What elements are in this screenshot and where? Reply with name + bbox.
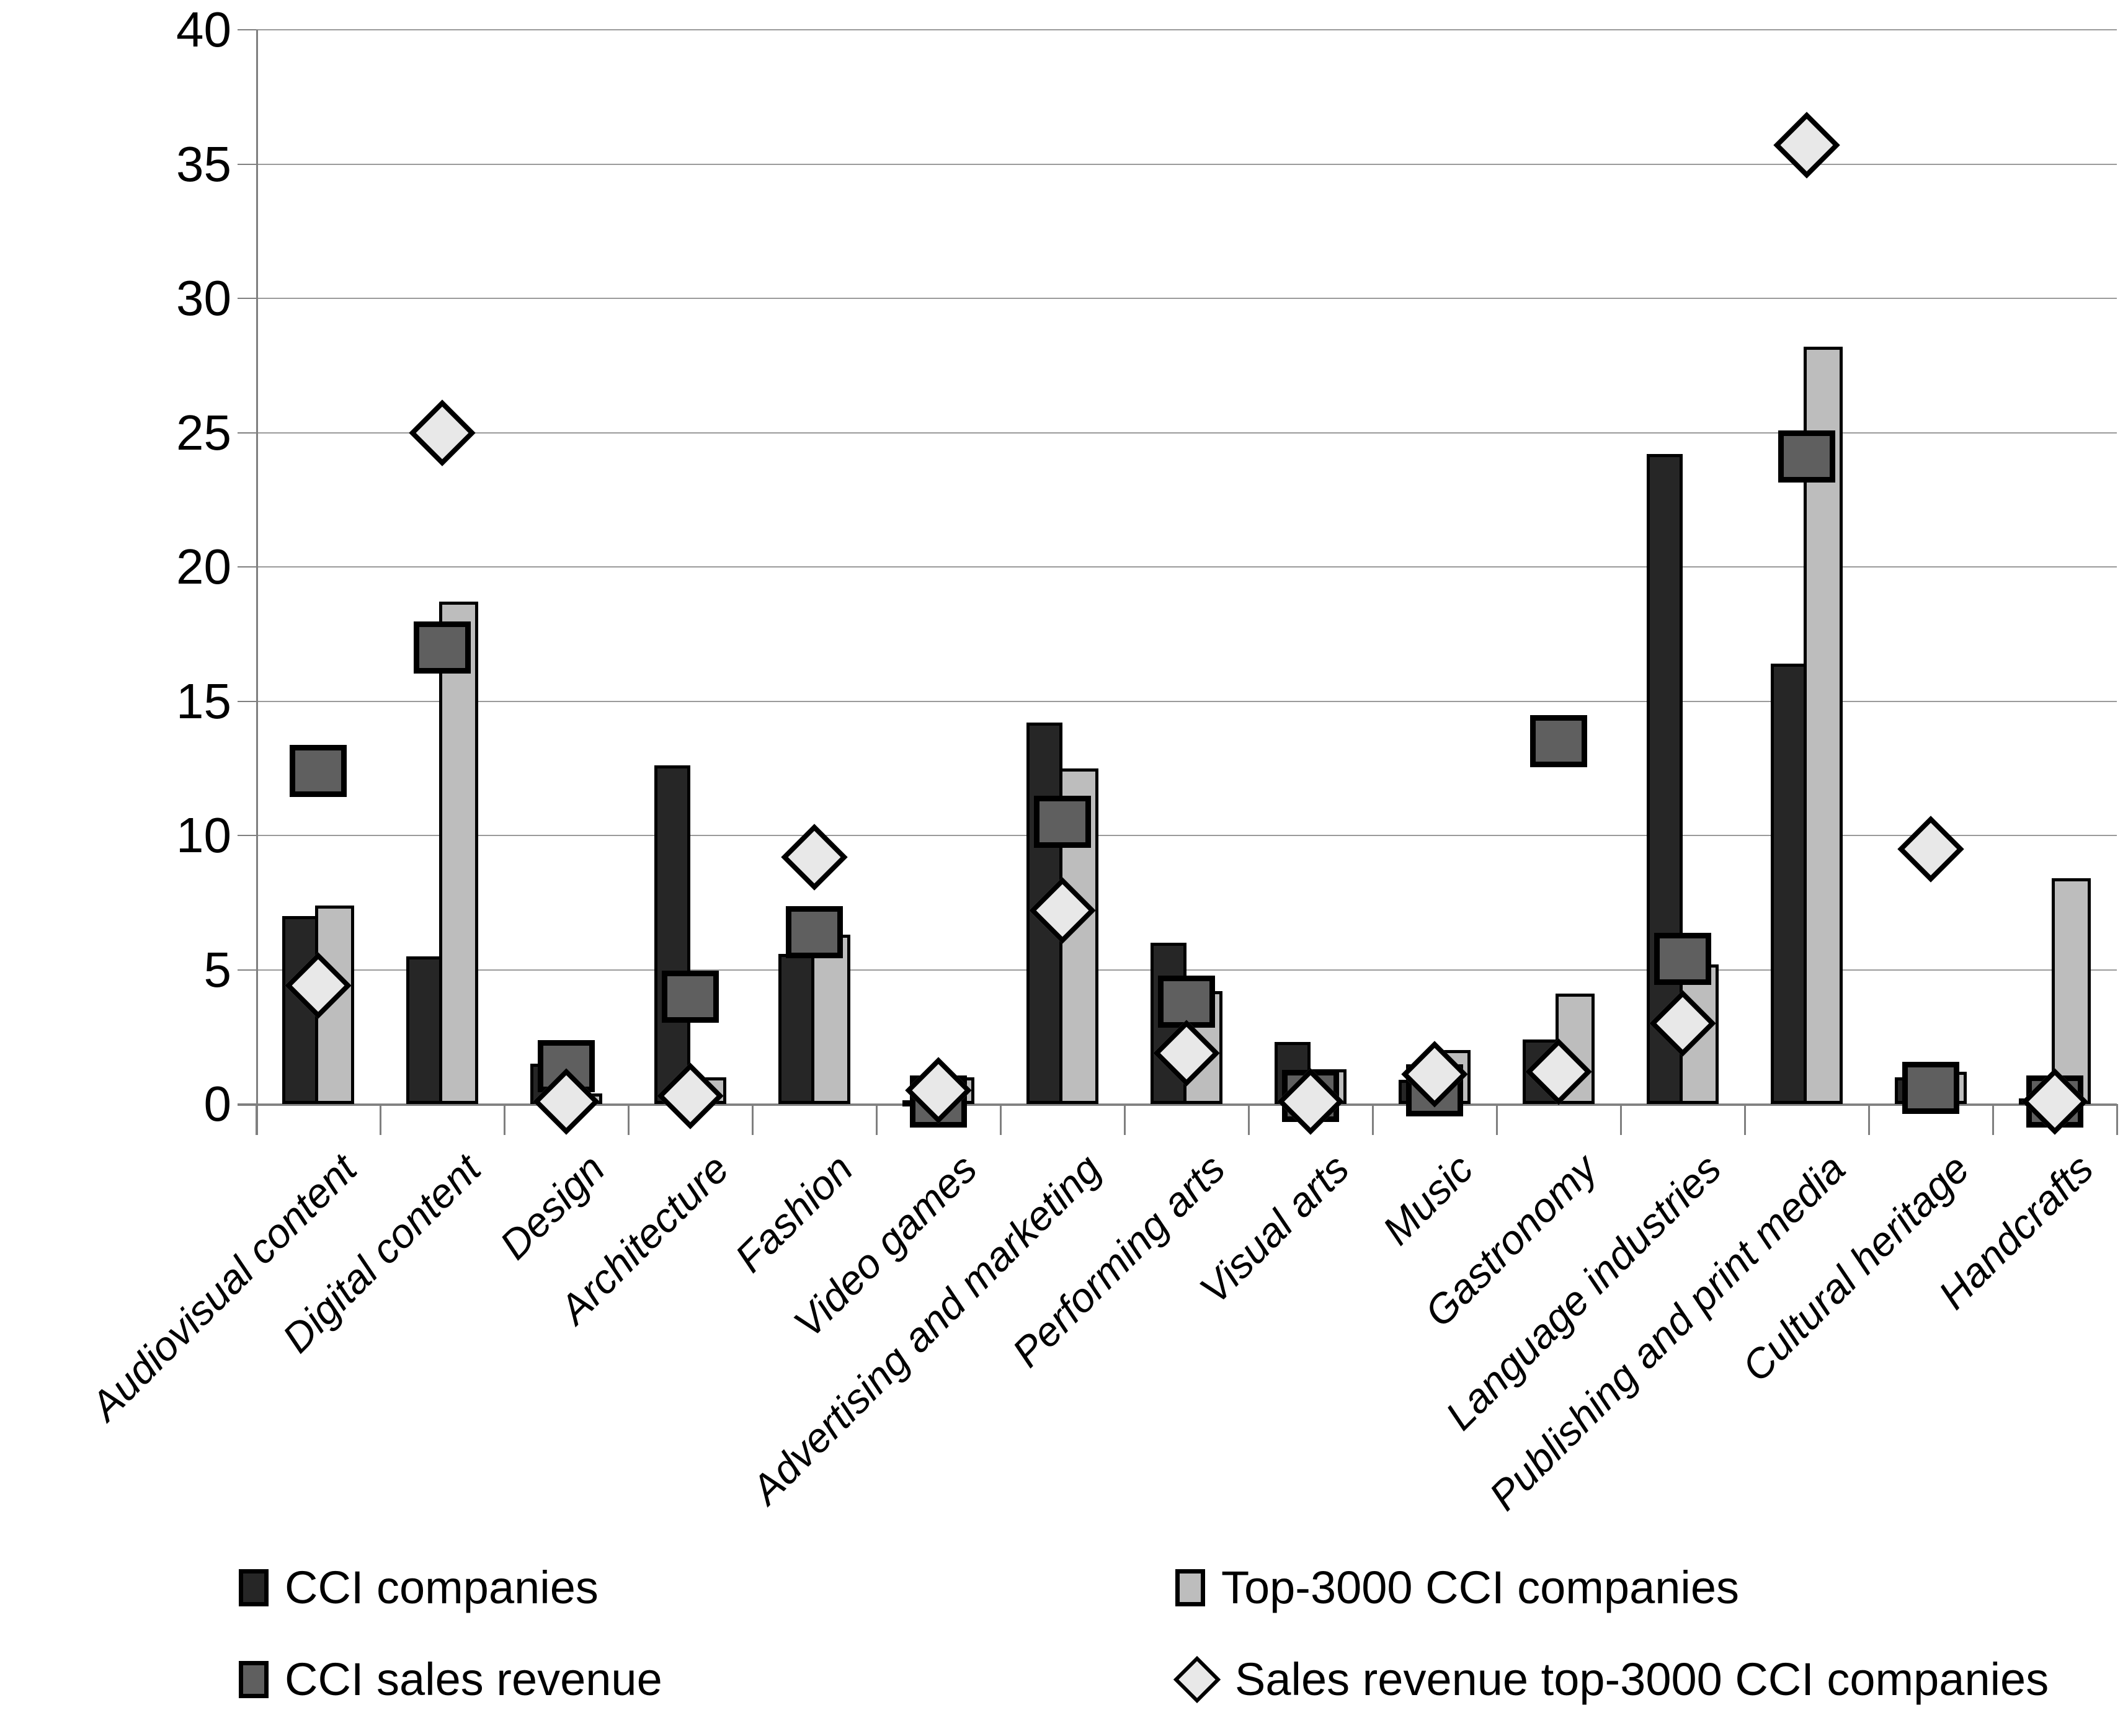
x-axis-tick (1744, 1104, 1746, 1135)
y-axis-tick-label: 5 (203, 941, 232, 997)
legend-item-sales-revenue-top3000: Sales revenue top-3000 CCI companies (1173, 1654, 2049, 1705)
y-axis-tick (238, 566, 256, 568)
y-axis-tick (238, 700, 256, 702)
marker-square-cci-sales-revenue (1654, 933, 1711, 986)
gridline-y10 (256, 835, 2117, 836)
x-axis-tick (256, 1104, 257, 1135)
y-axis-tick-label: 25 (176, 404, 231, 460)
legend-swatch-cci-companies (239, 1569, 269, 1606)
marker-square-cci-sales-revenue (414, 621, 471, 674)
x-axis-tick (876, 1104, 878, 1135)
y-axis-tick (238, 298, 256, 299)
bar-cci-companies (1771, 663, 1807, 1104)
x-axis-tick (1868, 1104, 1870, 1135)
marker-square-cci-sales-revenue (290, 745, 347, 798)
legend-label: CCI sales revenue (285, 1654, 662, 1705)
marker-square-cci-sales-revenue (1530, 715, 1587, 768)
y-axis-tick (238, 29, 256, 30)
gridline-y20 (256, 566, 2117, 568)
x-axis-tick (1124, 1104, 1126, 1135)
y-axis-tick-label: 0 (203, 1076, 232, 1131)
bar-cci-companies (282, 915, 318, 1104)
y-axis-tick (238, 163, 256, 165)
legend-item-cci-sales-revenue: CCI sales revenue (239, 1655, 662, 1704)
y-axis-tick-label: 10 (176, 808, 231, 863)
y-axis-tick (238, 969, 256, 971)
legend-item-top3000-cci-companies: Top-3000 CCI companies (1175, 1563, 1739, 1613)
y-axis-tick-label: 40 (176, 2, 231, 57)
x-axis-tick (504, 1104, 505, 1135)
x-axis-tick (1992, 1104, 1994, 1135)
marker-diamond-sales-revenue-top3000 (781, 823, 848, 891)
legend-swatch-cci-sales-revenue (239, 1661, 269, 1698)
gridline-y25 (256, 432, 2117, 434)
bar-top3000-cci-companies (439, 602, 478, 1104)
x-axis-tick (380, 1104, 381, 1135)
legend-swatch-top3000-cci-companies (1175, 1569, 1205, 1606)
bar-cci-companies (778, 953, 814, 1104)
x-axis-tick (2116, 1104, 2118, 1135)
marker-diamond-sales-revenue-top3000 (409, 399, 476, 466)
y-axis-line (256, 30, 258, 1135)
y-axis-tick (238, 835, 256, 836)
legend-item-cci-companies: CCI companies (239, 1563, 599, 1613)
bar-cci-companies (654, 765, 690, 1104)
marker-square-cci-sales-revenue (786, 906, 843, 958)
y-axis-tick-label: 35 (176, 136, 231, 192)
gridline-y35 (256, 163, 2117, 165)
bar-top3000-cci-companies (811, 935, 850, 1104)
y-axis-tick-label: 20 (176, 539, 231, 594)
bar-top3000-cci-companies (2052, 878, 2091, 1104)
y-axis-tick-label: 30 (176, 270, 231, 326)
y-axis-tick-label: 15 (176, 673, 231, 729)
legend-label: Sales revenue top-3000 CCI companies (1235, 1654, 2049, 1705)
x-axis-tick (1496, 1104, 1498, 1135)
y-axis-tick (238, 432, 256, 434)
bar-cci-companies (406, 956, 442, 1104)
legend-label: Top-3000 CCI companies (1221, 1562, 1739, 1613)
legend-label: CCI companies (285, 1562, 599, 1613)
marker-square-cci-sales-revenue (1778, 430, 1835, 483)
marker-square-cci-sales-revenue (1902, 1062, 1959, 1115)
gridline-y15 (256, 700, 2117, 702)
marker-diamond-sales-revenue-top3000 (1773, 112, 1840, 179)
x-axis-tick (1248, 1104, 1250, 1135)
marker-diamond-sales-revenue-top3000 (1897, 815, 1964, 883)
marker-square-cci-sales-revenue (1034, 796, 1091, 848)
x-axis-tick (1620, 1104, 1622, 1135)
x-axis-tick (628, 1104, 630, 1135)
gridline-y40 (256, 29, 2117, 30)
x-axis-line (238, 1104, 2117, 1106)
legend-swatch-diamond-icon (1173, 1655, 1221, 1704)
marker-square-cci-sales-revenue (662, 970, 719, 1023)
gridline-y30 (256, 298, 2117, 299)
x-axis-tick (1372, 1104, 1374, 1135)
x-axis-tick (752, 1104, 754, 1135)
gridline-y5 (256, 969, 2117, 971)
x-axis-tick (1000, 1104, 1002, 1135)
